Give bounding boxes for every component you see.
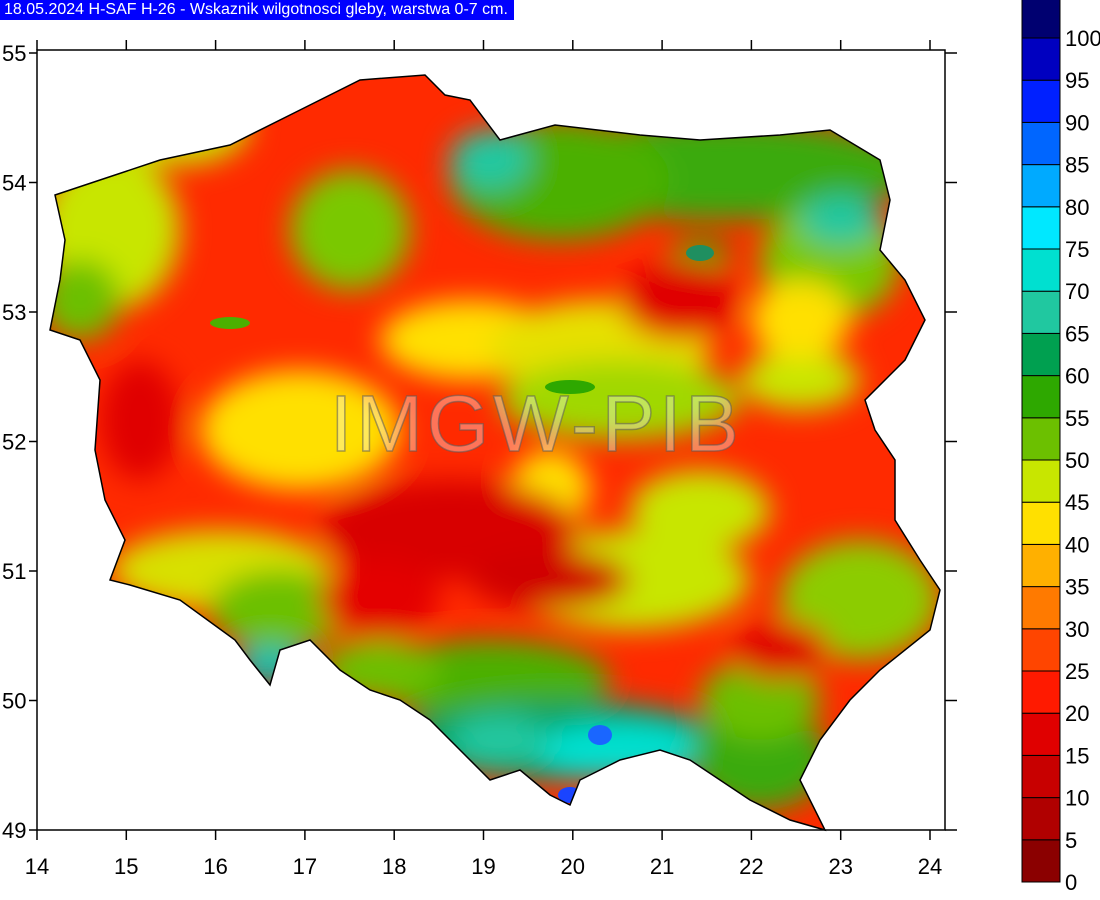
- legend-label: 20: [1065, 701, 1089, 726]
- legend-swatch: [1021, 797, 1061, 841]
- lon-tick-label: 14: [25, 854, 49, 879]
- lon-tick-label: 19: [471, 854, 495, 879]
- legend-label: 60: [1065, 364, 1089, 389]
- legend-label: 95: [1065, 68, 1089, 93]
- legend-label: 90: [1065, 110, 1089, 135]
- lat-tick-label: 53: [2, 300, 26, 325]
- legend-label: 40: [1065, 532, 1089, 557]
- lat-tick-label: 52: [2, 430, 26, 455]
- legend-swatch: [1021, 0, 1061, 39]
- legend-swatch: [1021, 290, 1061, 334]
- legend-label: 70: [1065, 279, 1089, 304]
- legend-label: 15: [1065, 743, 1089, 768]
- lon-tick-label: 20: [561, 854, 585, 879]
- legend-label: 80: [1065, 195, 1089, 220]
- legend-swatch: [1021, 375, 1061, 419]
- legend-swatch: [1021, 121, 1061, 166]
- lon-tick-label: 16: [203, 854, 227, 879]
- legend-label: 100: [1065, 26, 1100, 51]
- legend-label: 25: [1065, 659, 1089, 684]
- legend-swatch: [1021, 501, 1061, 545]
- legend-label: 85: [1065, 153, 1089, 178]
- latitude-axis: 49 50 51 52 53 54 55: [2, 41, 957, 843]
- legend-swatch: [1021, 248, 1061, 292]
- legend-swatch: [1021, 670, 1061, 714]
- legend-label: 45: [1065, 490, 1089, 515]
- lon-tick-label: 23: [828, 854, 852, 879]
- lon-tick-label: 24: [918, 854, 942, 879]
- legend-label: 30: [1065, 617, 1089, 642]
- legend-swatch: [1021, 839, 1061, 883]
- watermark: IMGW-PIB: [329, 378, 743, 469]
- legend-label: 55: [1065, 406, 1089, 431]
- lon-tick-label: 21: [650, 854, 674, 879]
- legend-swatch: [1021, 754, 1061, 799]
- lat-tick-label: 54: [2, 171, 26, 196]
- legend-swatch: [1021, 712, 1061, 756]
- legend-swatch: [1021, 79, 1061, 123]
- legend-swatch: [1021, 417, 1061, 461]
- legend-swatch: [1021, 628, 1061, 672]
- lat-tick-label: 49: [2, 818, 26, 843]
- legend-label: 50: [1065, 448, 1089, 473]
- legend-label: 10: [1065, 786, 1089, 811]
- legend-swatch: [1021, 206, 1061, 250]
- longitude-axis: 14 15 16 17 18 19 20 21 22 23 24: [25, 40, 942, 879]
- map-title: 18.05.2024 H-SAF H-26 - Wskaznik wilgotn…: [0, 0, 514, 20]
- legend-swatch: [1021, 164, 1061, 208]
- legend-label: 65: [1065, 321, 1089, 346]
- lat-tick-label: 55: [2, 41, 26, 66]
- lon-tick-label: 17: [293, 854, 317, 879]
- legend-swatch: [1021, 37, 1061, 81]
- legend-swatch: [1021, 332, 1061, 377]
- color-legend: 0 5 10 15 20 25 30 35 40 45 50 55 60 65 70 75 80 85 90 95 10…: [1021, 0, 1100, 895]
- legend-swatch: [1021, 586, 1061, 630]
- legend-swatch: [1021, 459, 1061, 503]
- legend-label: 35: [1065, 575, 1089, 600]
- lon-tick-label: 15: [114, 854, 138, 879]
- legend-label: 0: [1065, 870, 1077, 895]
- legend-label: 5: [1065, 828, 1077, 853]
- lat-tick-label: 50: [2, 689, 26, 714]
- lat-tick-label: 51: [2, 559, 26, 584]
- legend-label: 75: [1065, 237, 1089, 262]
- lon-tick-label: 22: [739, 854, 763, 879]
- legend-swatch: [1021, 543, 1061, 588]
- lon-tick-label: 18: [382, 854, 406, 879]
